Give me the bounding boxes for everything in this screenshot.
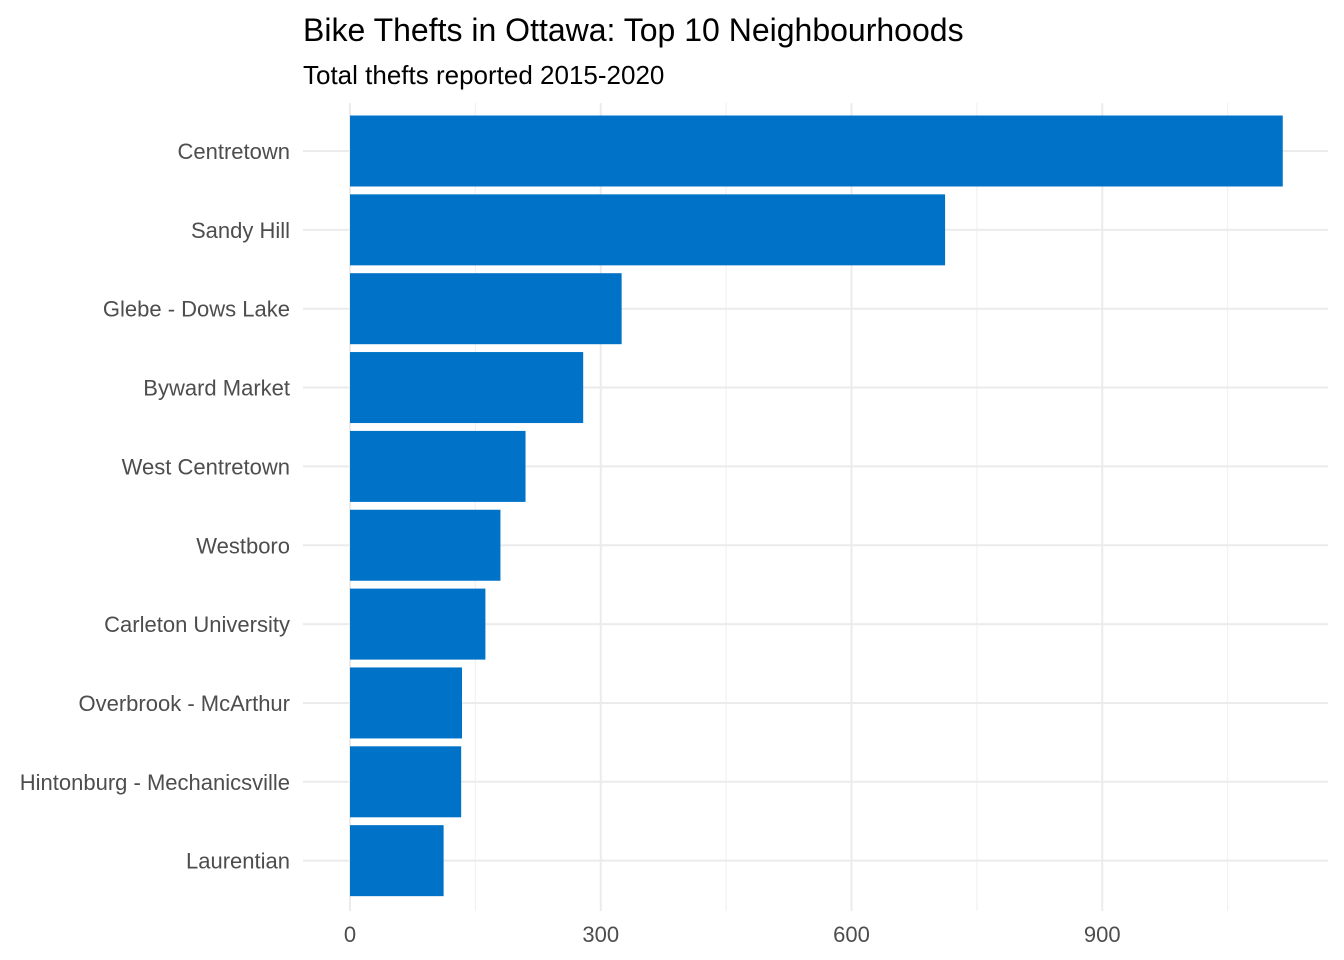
chart-title: Bike Thefts in Ottawa: Top 10 Neighbourh…: [303, 12, 964, 48]
y-tick-label: Centretown: [177, 139, 290, 164]
bars: [350, 115, 1283, 897]
y-tick-label: Sandy Hill: [191, 218, 290, 243]
bar-byward-market: [350, 352, 584, 424]
bar-glebe-dows-lake: [350, 273, 622, 345]
x-tick-label: 300: [582, 922, 619, 947]
bar-overbrook-mcarthur: [350, 667, 462, 739]
y-tick-label: Laurentian: [186, 849, 290, 874]
bar-sandy-hill: [350, 194, 946, 266]
bar-laurentian: [350, 825, 444, 897]
x-tick-label: 900: [1084, 922, 1121, 947]
y-tick-label: Westboro: [196, 533, 290, 558]
bar-carleton-university: [350, 588, 486, 660]
y-tick-label: Carleton University: [104, 612, 290, 637]
bar-westboro: [350, 509, 501, 581]
x-tick-label: 600: [833, 922, 870, 947]
x-axis-labels: 0 300 600 900: [344, 922, 1121, 947]
y-tick-label: Hintonburg - Mechanicsville: [20, 770, 290, 795]
bar-west-centretown: [350, 430, 526, 502]
x-tick-label: 0: [344, 922, 356, 947]
chart-subtitle: Total thefts reported 2015-2020: [303, 60, 664, 90]
y-tick-label: Glebe - Dows Lake: [103, 297, 290, 322]
y-tick-label: Byward Market: [143, 376, 290, 401]
bar-centretown: [350, 115, 1283, 187]
y-tick-label: West Centretown: [122, 454, 290, 479]
y-axis-labels: Centretown Sandy Hill Glebe - Dows Lake Byw…: [20, 139, 290, 874]
y-tick-label: Overbrook - McArthur: [79, 691, 291, 716]
bar-hintonburg-mechanicsville: [350, 746, 462, 818]
